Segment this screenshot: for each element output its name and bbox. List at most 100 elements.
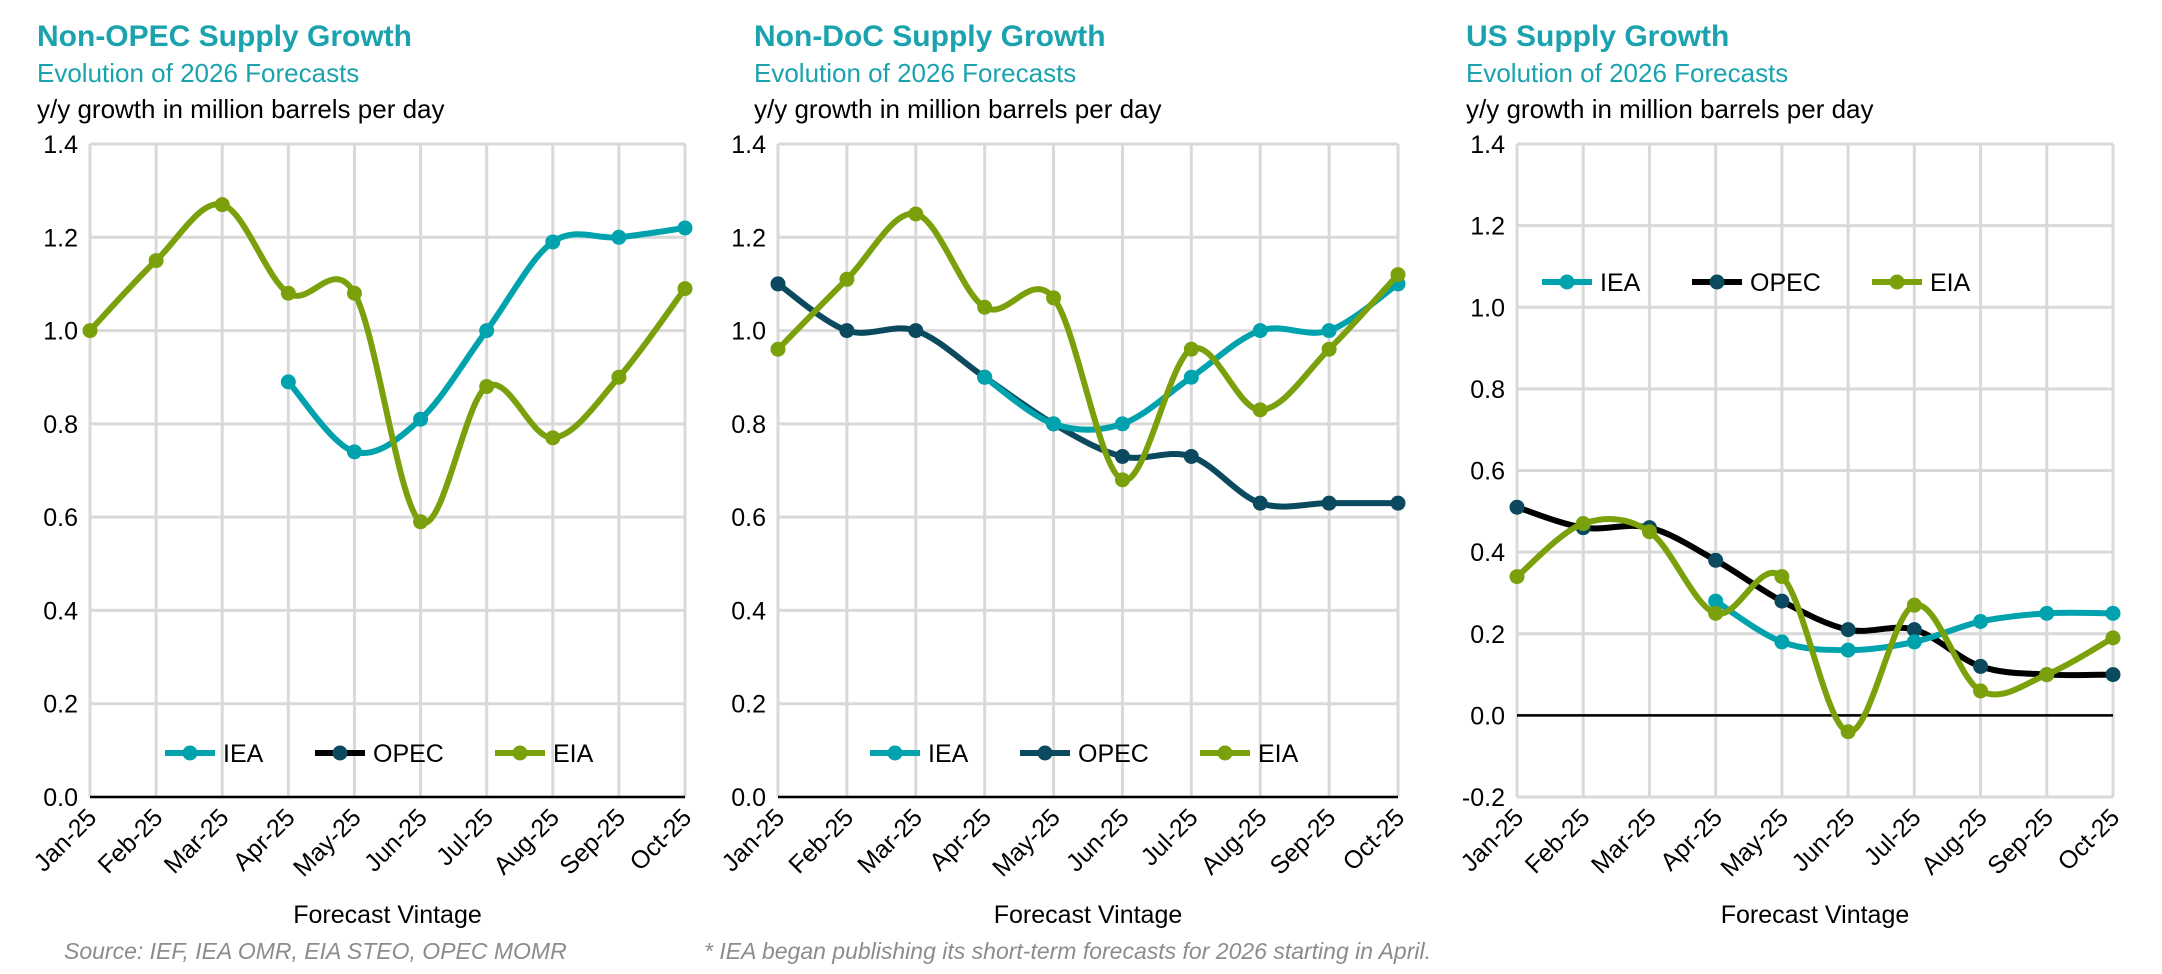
source-note: Source: IEF, IEA OMR, EIA STEO, OPEC MOM… xyxy=(64,938,567,964)
data-point-eia xyxy=(1509,569,1525,585)
data-point-opec xyxy=(908,323,924,339)
data-point-iea xyxy=(1973,614,1989,630)
data-point-eia xyxy=(1046,290,1062,306)
data-point-iea xyxy=(1840,642,1856,658)
x-tick-label: Jun-25 xyxy=(359,803,433,877)
data-point-opec xyxy=(770,276,786,292)
data-point-eia xyxy=(1840,724,1856,740)
data-point-eia xyxy=(1321,341,1337,357)
legend-marker xyxy=(1037,745,1053,761)
x-axis-title: Forecast Vintage xyxy=(293,901,482,929)
chart-2: 0.0 0.2 0.4 0.6 0.8 1.0 1.2 1.4 Jan-25Feb-25Mar-… xyxy=(716,131,1410,929)
legend-item-eia: EIA xyxy=(1200,740,1299,768)
y-tick-label: 0.2 xyxy=(1470,621,1505,649)
legend-marker xyxy=(1889,274,1905,290)
x-tick-label: Sep-25 xyxy=(1265,803,1342,880)
x-tick-label: Aug-25 xyxy=(1916,803,1993,880)
x-tick-label: Sep-25 xyxy=(1982,803,2059,880)
data-point-eia xyxy=(1906,597,1922,613)
chart-1: 0.0 0.2 0.4 0.6 0.8 1.0 1.2 1.4 Jan-25Feb-25Mar-… xyxy=(28,131,697,929)
legend-marker xyxy=(1217,745,1233,761)
legend-item-opec: OPEC xyxy=(315,740,444,768)
y-tick-label: 0.8 xyxy=(43,411,78,439)
data-point-eia xyxy=(346,285,362,301)
x-tick-label: Mar-25 xyxy=(1586,803,1662,879)
y-tick-label: 1.0 xyxy=(731,318,766,346)
x-tick-label: Jan-25 xyxy=(28,803,102,877)
y-tick-label: 1.4 xyxy=(43,131,78,159)
y-tick-label: 1.2 xyxy=(731,224,766,252)
data-point-opec xyxy=(2105,667,2121,683)
legend-label: IEA xyxy=(1600,269,1641,297)
data-point-iea xyxy=(545,234,561,250)
data-point-opec xyxy=(1252,495,1268,511)
data-point-eia xyxy=(280,285,296,301)
x-tick-label: Apr-25 xyxy=(924,803,997,876)
data-point-opec xyxy=(1973,658,1989,674)
x-tick-label: May-25 xyxy=(288,803,367,882)
data-point-eia xyxy=(214,197,230,213)
series-line-eia xyxy=(1514,515,2116,735)
chart-1-subtitle: Evolution of 2026 Forecasts xyxy=(37,58,360,88)
x-axis-title: Forecast Vintage xyxy=(994,901,1183,929)
x-tick-label: Oct-25 xyxy=(1337,803,1410,876)
y-tick-label: 0.4 xyxy=(731,597,766,625)
chart-3: -0.2 0.0 0.2 0.4 0.6 0.8 1.0 1.2 1.4 Jan-25Feb-25… xyxy=(1455,131,2125,929)
data-point-iea xyxy=(1774,634,1790,650)
chart-1-title: Non-OPEC Supply Growth xyxy=(37,20,412,53)
legend-item-opec: OPEC xyxy=(1692,269,1821,297)
data-point-opec xyxy=(1390,495,1406,511)
x-tick-label: Mar-25 xyxy=(852,803,928,879)
y-tick-label: 0.0 xyxy=(1470,702,1505,730)
y-tick-label: 1.4 xyxy=(1470,131,1505,159)
y-tick-label: 0.4 xyxy=(43,597,78,625)
legend-marker xyxy=(1709,274,1725,290)
series-line-eia xyxy=(87,201,688,526)
x-axis-title: Forecast Vintage xyxy=(1721,901,1910,929)
y-tick-label: 0.0 xyxy=(731,784,766,812)
y-tick-label: 1.2 xyxy=(43,224,78,252)
legend-label: OPEC xyxy=(1078,740,1149,768)
y-tick-label: 1.2 xyxy=(1470,213,1505,241)
y-tick-label: 0.2 xyxy=(731,691,766,719)
x-tick-label: May-25 xyxy=(1715,803,1794,882)
data-point-eia xyxy=(1774,569,1790,585)
y-tick-label: 0.6 xyxy=(43,504,78,532)
legend-marker xyxy=(182,745,198,761)
data-point-iea xyxy=(1114,416,1130,432)
y-tick-label: 0.4 xyxy=(1470,539,1505,567)
data-point-iea xyxy=(677,220,693,236)
data-point-opec xyxy=(1840,622,1856,638)
x-tick-label: Jan-25 xyxy=(716,803,790,877)
x-tick-label: May-25 xyxy=(987,803,1066,882)
data-point-opec xyxy=(1774,593,1790,609)
legend-label: IEA xyxy=(223,740,264,768)
data-point-eia xyxy=(1252,402,1268,418)
data-point-eia xyxy=(82,323,98,339)
legend-marker xyxy=(512,745,528,761)
data-point-iea xyxy=(1906,634,1922,650)
data-point-opec xyxy=(1708,552,1724,568)
x-tick-label: Oct-25 xyxy=(2052,803,2125,876)
data-point-eia xyxy=(908,206,924,222)
data-point-eia xyxy=(611,369,627,385)
legend-marker xyxy=(332,745,348,761)
data-point-eia xyxy=(479,379,495,395)
x-tick-label: Sep-25 xyxy=(554,803,631,880)
iea-footnote: * IEA began publishing its short-term fo… xyxy=(704,938,1431,964)
y-tick-label: 0.6 xyxy=(1470,458,1505,486)
legend-item-iea: IEA xyxy=(165,740,264,768)
data-point-eia xyxy=(1708,605,1724,621)
legend-item-iea: IEA xyxy=(870,740,969,768)
legend-label: IEA xyxy=(928,740,969,768)
data-point-opec xyxy=(1906,622,1922,638)
data-point-opec xyxy=(1321,495,1337,511)
x-tick-label: Jul-25 xyxy=(1136,803,1204,871)
x-tick-label: Feb-25 xyxy=(1520,803,1596,879)
data-point-eia xyxy=(770,341,786,357)
data-point-eia xyxy=(1390,267,1406,283)
data-point-eia xyxy=(1114,472,1130,488)
data-point-eia xyxy=(1183,341,1199,357)
chart-2-title: Non-DoC Supply Growth xyxy=(754,20,1106,53)
y-tick-label: 0.8 xyxy=(731,411,766,439)
